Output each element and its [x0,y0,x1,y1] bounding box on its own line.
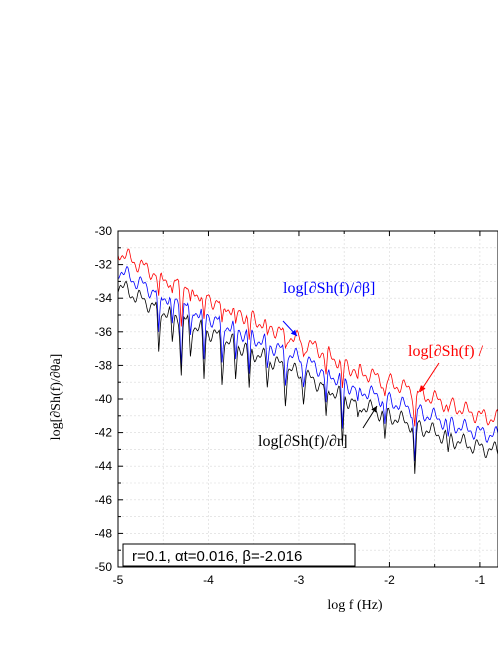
x-axis-title: log f (Hz) [327,598,383,613]
axis-ticks: -30 -32 -34 -36 -38 -40 -42 -44 -46 -48 -50-5 -4 -3 -… [95,224,486,587]
y-tick-label: -36 [95,325,113,339]
x-tick-label: -2 [384,573,395,587]
y-tick-label: -48 [95,526,113,540]
parameter-text: r=0.1, αt=0.016, β=-2.016 [132,548,302,565]
y-tick-label: -38 [95,358,113,372]
y-tick-label: -34 [95,291,113,305]
x-tick-label: -5 [113,573,124,587]
annotation-label-red: log[∂Sh(f) / [408,343,484,360]
y-tick-label: -32 [95,258,113,272]
y-tick-label: -40 [95,392,113,406]
annotation-arrow-red [419,362,440,393]
series-line-0 [117,248,498,427]
annotation-label-blue: log[∂Sh(f)/∂β] [283,280,375,297]
y-tick-label: -44 [95,459,113,473]
y-tick-label: -30 [95,224,113,238]
y-tick-label: -46 [95,493,113,507]
y-tick-label: -42 [95,426,113,440]
gridlines [118,231,498,567]
y-axis-title: log[∂Sh(f)/∂θa] [49,354,64,441]
series-lines [117,248,498,474]
annotations: log[∂Sh(f)/∂β] log[∂Sh(f) / log[∂Sh(f)/∂… [258,280,484,450]
x-tick-label: -4 [203,573,214,587]
annotation-label-black: log[∂Sh(f)/∂r] [258,433,348,450]
parameter-box: r=0.1, αt=0.016, β=-2.016 [122,543,356,567]
x-tick-label: -1 [475,573,486,587]
annotation-arrow-black [362,405,378,429]
series-line-2 [117,280,498,474]
y-tick-label: -50 [95,560,113,574]
annotation-arrow-blue [282,320,298,337]
x-tick-label: -3 [294,573,305,587]
